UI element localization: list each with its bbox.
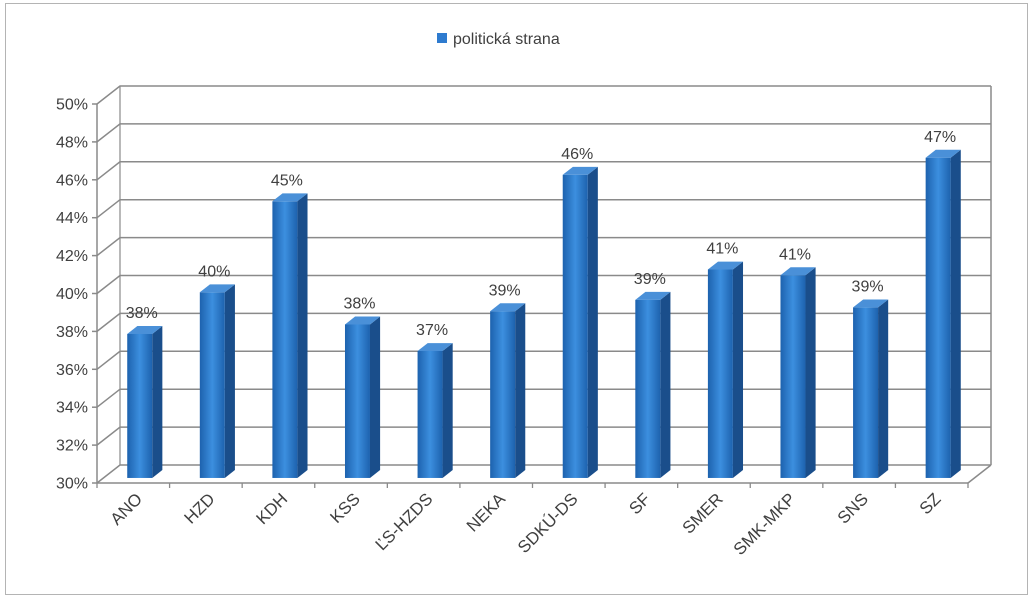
bar	[490, 303, 526, 478]
bar	[853, 299, 889, 478]
bar-front	[417, 350, 443, 478]
y-tick-label: 36%	[56, 362, 88, 379]
y-tick-label: 42%	[56, 248, 88, 265]
bar	[780, 267, 816, 478]
data-label: 39%	[489, 282, 521, 299]
axes	[92, 86, 992, 488]
bar-side	[297, 193, 308, 478]
bar-side	[515, 303, 526, 478]
bar-side	[878, 299, 889, 478]
data-label: 41%	[706, 241, 738, 258]
bar-top	[780, 267, 816, 276]
data-label: 41%	[779, 246, 811, 263]
bar-top	[417, 343, 453, 351]
bar-top	[635, 291, 671, 300]
bar-top	[853, 299, 889, 308]
bar-top	[925, 149, 961, 158]
y-tick-label: 50%	[56, 97, 88, 114]
bar-front	[853, 307, 879, 478]
legend: politická strana	[437, 31, 560, 48]
bar-front	[490, 311, 516, 478]
bar-top	[562, 166, 598, 175]
data-label: 37%	[416, 322, 448, 339]
bar-side	[442, 343, 453, 478]
data-label: 45%	[271, 172, 303, 189]
bar-front	[344, 324, 370, 478]
data-label: 39%	[634, 271, 666, 288]
bar-top	[199, 284, 235, 293]
bar-top	[127, 326, 163, 334]
bar	[562, 166, 598, 478]
bar	[344, 316, 381, 478]
bar-front	[635, 299, 661, 478]
bar	[635, 291, 671, 478]
data-label: 38%	[343, 296, 375, 313]
bar-top	[707, 261, 744, 270]
bar-top	[344, 316, 381, 325]
bar-front	[925, 157, 951, 478]
data-label: 47%	[924, 129, 956, 146]
y-tick-label: 48%	[56, 134, 88, 151]
bar-front	[562, 174, 588, 478]
bar-side	[152, 326, 163, 478]
bar-side	[805, 267, 816, 478]
y-tick-label: 32%	[56, 438, 88, 455]
bar	[272, 193, 308, 478]
legend-swatch	[437, 33, 447, 43]
bar-side	[660, 291, 671, 478]
bar-front	[272, 201, 298, 478]
bar-front	[780, 275, 806, 478]
data-label: 38%	[126, 305, 158, 322]
bar	[417, 343, 453, 478]
bar-front	[199, 292, 225, 478]
bar-side	[732, 261, 744, 478]
floor-right-edge	[967, 464, 992, 484]
chart-border	[5, 3, 1028, 595]
bar	[707, 261, 744, 478]
bar-front	[127, 333, 153, 478]
bar-side	[224, 284, 235, 478]
bar	[127, 326, 163, 478]
data-label: 39%	[852, 278, 884, 295]
bar-front	[707, 269, 733, 478]
bar	[925, 149, 961, 478]
y-tick-label: 38%	[56, 324, 88, 341]
y-tick-label: 30%	[56, 476, 88, 493]
y-tick-label: 44%	[56, 210, 88, 227]
bar-side	[950, 149, 961, 478]
y-tick-label: 34%	[56, 400, 88, 417]
legend-label: politická strana	[453, 31, 560, 48]
y-tick-label: 46%	[56, 172, 88, 189]
bar-top	[490, 303, 526, 312]
bar-side	[369, 316, 381, 478]
bar-side	[587, 166, 598, 478]
data-label: 46%	[561, 146, 593, 163]
y-tick-label: 40%	[56, 286, 88, 303]
bar-top	[272, 193, 308, 202]
data-label: 40%	[198, 263, 230, 280]
bars	[127, 149, 961, 478]
bar	[199, 284, 235, 478]
